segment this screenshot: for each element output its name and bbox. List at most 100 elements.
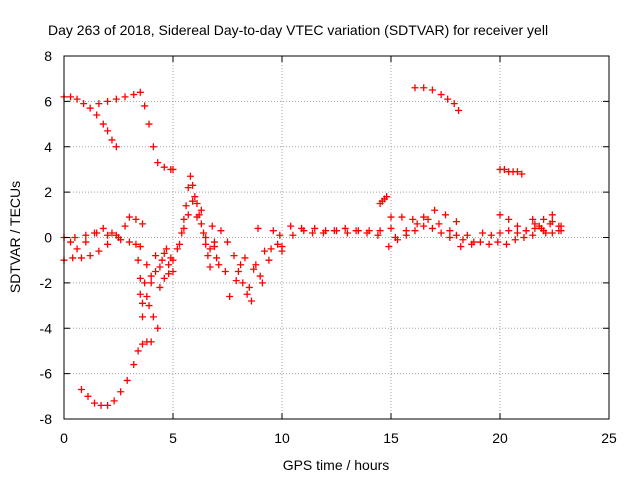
data-point [500,165,508,173]
data-point [165,261,173,269]
data-point [156,283,164,291]
data-point [156,263,164,271]
data-point [154,159,162,167]
data-point [496,211,504,219]
data-point [189,181,197,189]
data-point [136,243,144,251]
data-point [141,102,149,110]
data-point [121,222,129,230]
data-point [189,197,197,205]
data-point [138,313,146,321]
data-point [67,238,75,246]
data-point [121,93,129,101]
data-point [385,243,393,251]
data-point [319,229,327,237]
data-point [67,93,75,101]
data-point [496,229,504,237]
data-point [274,240,282,248]
data-point [206,263,214,271]
y-tick-label: -4 [40,320,53,336]
data-point [82,231,90,239]
data-point [104,97,112,105]
data-point [437,91,445,99]
data-point [505,227,513,235]
data-point [193,199,201,207]
data-point [97,401,105,409]
data-point [182,202,190,210]
data-point [125,213,133,221]
data-point [383,193,391,201]
data-point [112,95,120,103]
data-point [117,388,125,396]
data-point [237,261,245,269]
data-point [143,292,151,300]
chart-title: Day 263 of 2018, Sidereal Day-to-day VTE… [48,22,548,38]
data-point [518,170,526,178]
data-point [134,347,142,355]
data-point [145,120,153,128]
data-point [215,261,223,269]
data-point [494,238,502,246]
data-point [147,338,155,346]
data-point [206,245,214,253]
data-point [162,245,170,253]
data-point [247,297,255,305]
y-tick-label: 2 [44,184,52,200]
data-point [138,220,146,228]
x-tick-label: 20 [492,430,508,446]
x-tick-label: 15 [383,430,399,446]
data-point [548,211,556,219]
data-point [391,234,399,241]
data-point [513,222,521,230]
data-point [250,265,258,273]
data-point [160,274,168,282]
data-point [158,256,166,264]
y-tick-label: -8 [40,411,53,427]
data-point [95,100,103,108]
series-cluster-5-7 [169,172,223,271]
data-point [450,100,458,108]
data-point [86,252,94,260]
data-point [180,215,188,223]
data-point [197,206,205,214]
data-point [505,215,513,223]
y-tick-label: -6 [40,366,53,382]
data-point [413,220,421,228]
data-point [210,243,218,251]
data-point [463,231,471,239]
data-point [149,313,157,321]
data-point [93,229,101,237]
data-point [208,222,216,230]
data-point [136,88,144,96]
data-point [452,218,460,226]
data-point [531,220,539,228]
data-point [452,231,460,239]
data-point [258,279,266,287]
data-point [459,236,467,244]
x-tick-label: 10 [274,430,290,446]
data-point [387,213,395,221]
data-point [420,222,428,230]
data-points [60,84,565,409]
data-point [197,220,205,228]
data-point [529,231,537,239]
data-point [435,220,443,228]
x-tick-label: 5 [169,430,177,446]
data-point [123,376,131,384]
data-point [522,227,530,235]
data-point [243,290,251,298]
y-tick-label: 0 [44,230,52,246]
data-point [230,252,238,260]
y-tick-label: 4 [44,139,52,155]
data-point [276,231,284,239]
data-point [69,254,77,262]
data-point [479,229,487,237]
data-point [169,165,177,173]
data-point [424,215,432,223]
data-point [363,229,371,237]
data-point [455,106,463,114]
data-point [485,240,493,248]
data-point [108,136,116,144]
data-point [86,104,94,112]
